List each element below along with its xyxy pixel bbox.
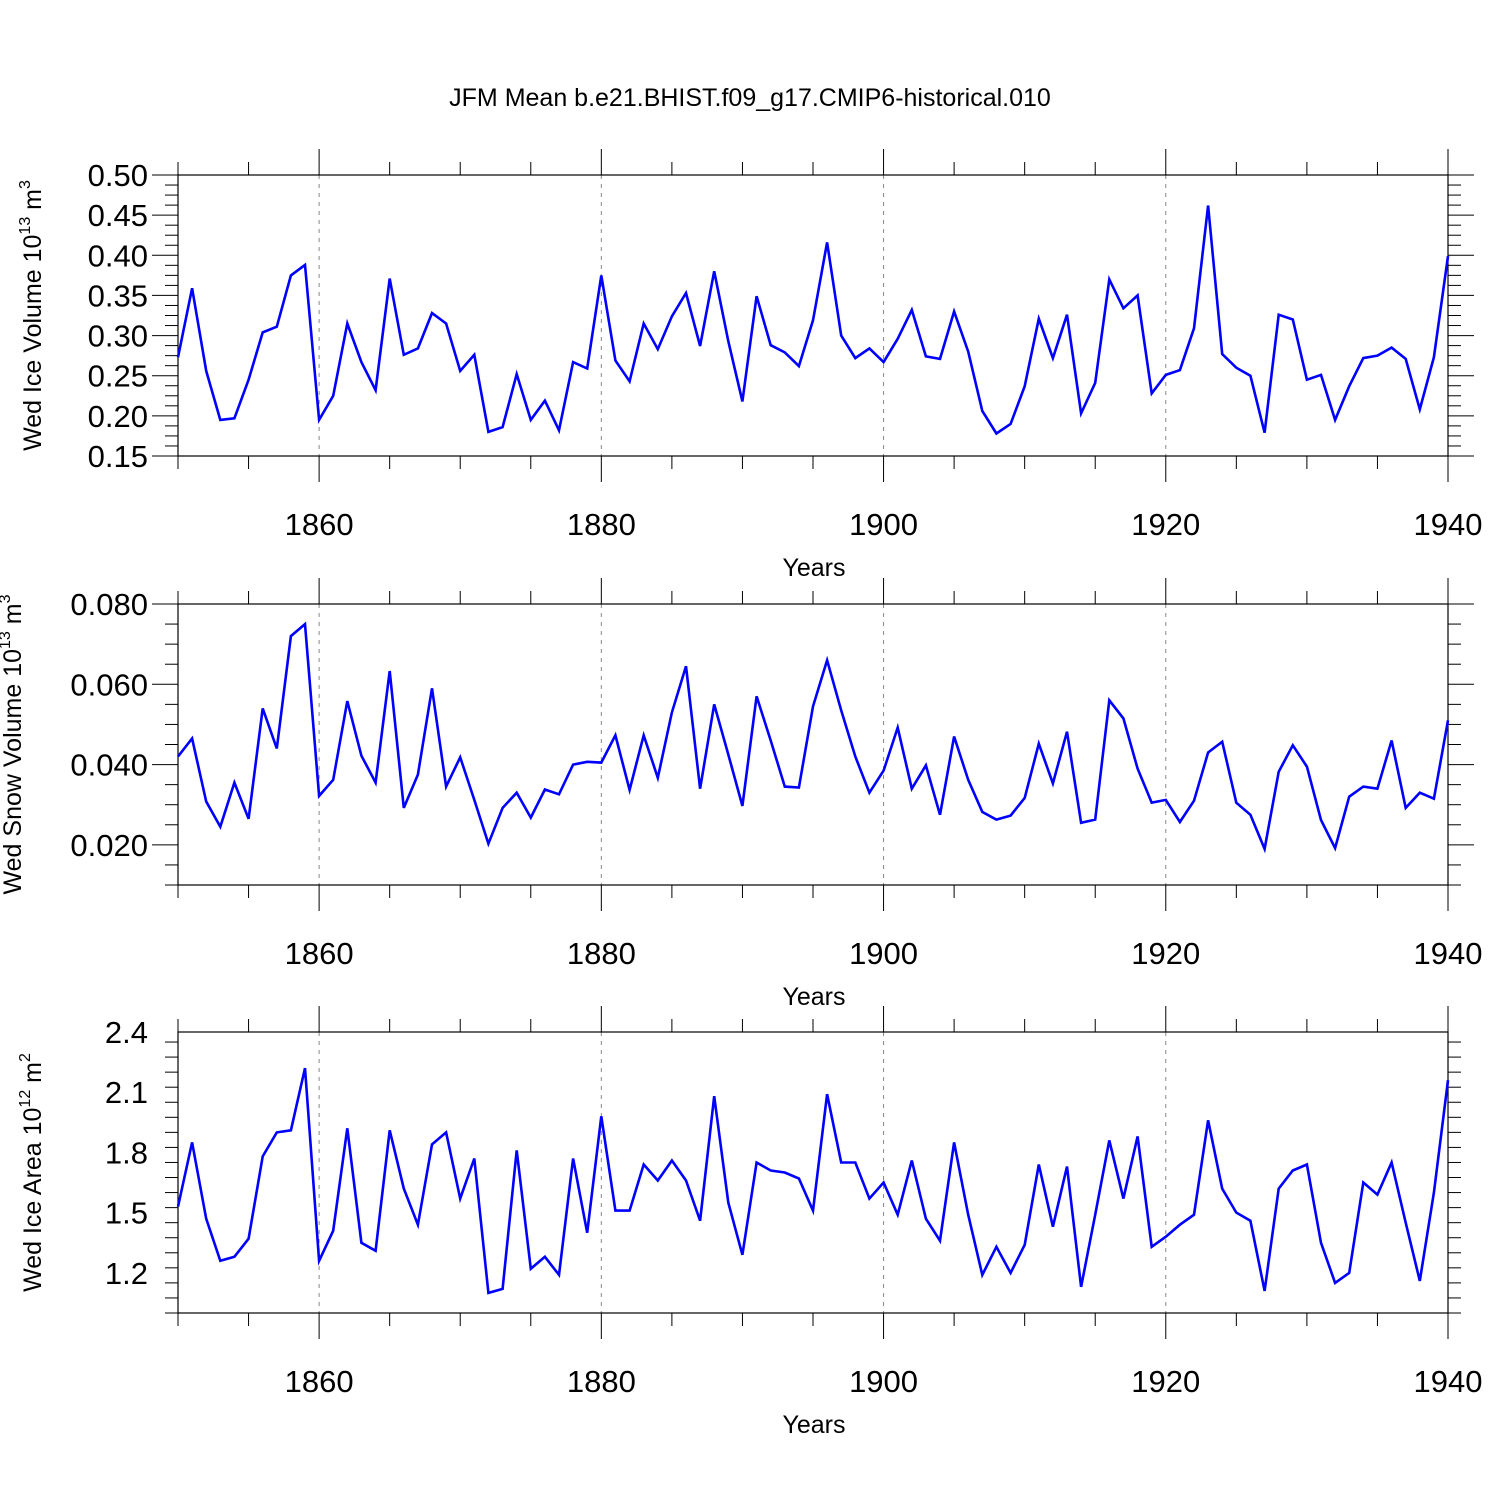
x-tick-label: 1920	[1131, 936, 1200, 971]
series-line	[176, 621, 1450, 854]
x-tick-label: 1900	[849, 936, 918, 971]
x-tick-label: 1880	[567, 1364, 636, 1399]
y-tick-label: 0.30	[88, 319, 148, 354]
series-line	[176, 1067, 1450, 1295]
x-tick-label: 1920	[1131, 507, 1200, 542]
x-tick-label: 1860	[285, 507, 354, 542]
x-tick-label: 1900	[849, 1364, 918, 1399]
y-tick-label: 0.45	[88, 198, 148, 233]
y-tick-label: 0.020	[70, 828, 148, 863]
y-tick-label: 1.8	[105, 1135, 148, 1170]
y-tick-label: 0.35	[88, 278, 148, 313]
y-tick-label: 0.060	[70, 667, 148, 702]
x-axis-title: Years	[782, 983, 845, 1011]
panel-snow-volume: 0.020 0.040 0.060 0.080 1860 1880 1900 1920 1940…	[0, 578, 1482, 1011]
y-axis-title: Wed Ice Area 1012 m2	[17, 1053, 47, 1292]
y-axis-title: Wed Snow Volume 1013 m3	[0, 594, 27, 894]
y-tick-label: 0.15	[88, 439, 148, 474]
y-tick-label: 2.4	[105, 1015, 148, 1050]
x-tick-label: 1880	[567, 936, 636, 971]
y-tick-label: 1.2	[105, 1256, 148, 1291]
y-tick-label: 0.40	[88, 238, 148, 273]
x-tick-label: 1940	[1414, 936, 1483, 971]
chart-title: JFM Mean b.e21.BHIST.f09_g17.CMIP6-histo…	[449, 84, 1051, 112]
y-tick-label: 0.50	[88, 158, 148, 193]
y-tick-label: 0.25	[88, 359, 148, 394]
x-tick-label: 1880	[567, 507, 636, 542]
x-tick-label: 1940	[1414, 507, 1483, 542]
y-tick-label: 0.080	[70, 587, 148, 622]
x-tick-label: 1860	[285, 936, 354, 971]
x-axis-title: Years	[782, 554, 845, 582]
y-tick-label: 0.040	[70, 748, 148, 783]
panel-ice-area: 1.2 1.5 1.8 2.1 2.4 1860 1880 1900 1920 1940 Years…	[17, 1006, 1482, 1439]
panel-ice-volume: 0.15 0.20 0.25 0.30 0.35 0.40 0.45 0.50 1860 1880…	[17, 149, 1482, 582]
y-tick-label: 1.5	[105, 1196, 148, 1231]
y-tick-label: 0.20	[88, 399, 148, 434]
plot-frame	[177, 603, 1449, 886]
x-tick-label: 1920	[1131, 1364, 1200, 1399]
x-tick-label: 1900	[849, 507, 918, 542]
y-axis-title: Wed Ice Volume 1013 m3	[17, 180, 47, 451]
series-line	[176, 205, 1450, 436]
x-tick-label: 1940	[1414, 1364, 1483, 1399]
y-tick-label: 2.1	[105, 1075, 148, 1110]
x-tick-label: 1860	[285, 1364, 354, 1399]
x-axis-title: Years	[782, 1411, 845, 1439]
plot-frame	[177, 1031, 1449, 1314]
